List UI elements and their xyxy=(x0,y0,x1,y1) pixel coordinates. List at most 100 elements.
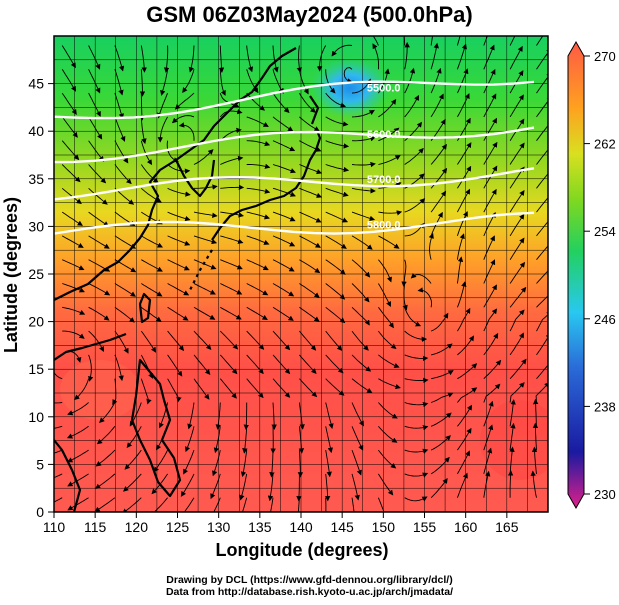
streamline xyxy=(114,140,129,164)
streamline xyxy=(535,381,548,403)
streamline xyxy=(193,283,216,295)
y-tick-label: 40 xyxy=(28,123,44,139)
streamline xyxy=(54,497,63,503)
x-tick-label: 150 xyxy=(372,519,396,535)
x-tick-label: 130 xyxy=(207,519,231,535)
streamline xyxy=(67,449,89,463)
streamline xyxy=(140,330,157,353)
streamline xyxy=(377,497,385,512)
streamline xyxy=(112,378,118,406)
streamline xyxy=(457,188,471,213)
streamline xyxy=(54,425,63,429)
y-axis-label: Latitude (degrees) xyxy=(1,197,21,353)
streamline xyxy=(483,308,498,332)
x-tick-label: 135 xyxy=(248,519,272,535)
streamline xyxy=(509,45,523,70)
streamline xyxy=(194,184,218,190)
streamline xyxy=(351,136,376,142)
colorbar-ticks: 270 262 254 246 238 230 xyxy=(584,49,616,502)
streamline xyxy=(141,283,163,297)
streamline xyxy=(88,69,101,94)
streamline xyxy=(457,165,472,189)
streamline xyxy=(483,447,493,475)
colorbar-bar xyxy=(567,40,585,510)
streamline xyxy=(210,473,221,500)
streamline xyxy=(378,98,397,118)
x-tick-label: 160 xyxy=(454,519,478,535)
streamline xyxy=(193,306,216,320)
streamline xyxy=(430,477,448,499)
streamline xyxy=(325,235,347,249)
streamline xyxy=(88,140,105,162)
streamline xyxy=(404,330,428,342)
streamline xyxy=(246,116,269,127)
streamline xyxy=(299,187,323,198)
streamline xyxy=(141,306,162,322)
streamline xyxy=(378,283,391,308)
streamline xyxy=(430,190,447,213)
streamline xyxy=(378,235,400,249)
streamline xyxy=(272,330,291,351)
streamline xyxy=(509,213,525,237)
streamline xyxy=(417,287,433,308)
streamline xyxy=(183,449,195,475)
streamline xyxy=(351,449,362,476)
streamline xyxy=(456,472,468,498)
y-tick-label: 5 xyxy=(36,456,44,472)
streamline xyxy=(372,43,380,70)
streamline xyxy=(167,378,182,403)
streamline xyxy=(509,142,525,165)
streamline xyxy=(54,473,63,479)
streamline xyxy=(483,359,502,380)
streamline xyxy=(536,295,548,308)
streamline xyxy=(351,330,369,351)
streamline xyxy=(220,184,245,191)
streamline xyxy=(61,211,83,226)
streamline xyxy=(430,167,448,189)
streamline xyxy=(298,69,309,95)
streamline xyxy=(193,149,214,165)
streamline xyxy=(272,187,296,197)
y-tick-label: 10 xyxy=(28,409,44,425)
streamline xyxy=(536,47,548,70)
streamline xyxy=(67,402,89,416)
streamline xyxy=(509,332,524,356)
height-contour-labels: 5500.0 5600.0 5700.0 5800.0 xyxy=(367,82,401,231)
y-tick-label: 35 xyxy=(28,171,44,187)
streamline xyxy=(88,211,110,227)
streamline xyxy=(351,497,355,512)
streamline xyxy=(96,426,116,445)
streamline xyxy=(174,92,195,110)
streamline xyxy=(156,426,169,451)
streamline xyxy=(88,116,103,140)
streamline xyxy=(536,144,548,165)
streamline xyxy=(351,235,373,250)
streamline xyxy=(428,232,434,260)
streamline xyxy=(351,187,376,194)
y-tick-label: 0 xyxy=(36,504,44,520)
streamline xyxy=(126,426,142,449)
streamline xyxy=(536,36,544,46)
streamline xyxy=(193,211,218,218)
streamline xyxy=(483,383,501,403)
streamline xyxy=(509,286,527,308)
streamline xyxy=(430,67,442,94)
streamline xyxy=(182,69,195,94)
streamline xyxy=(430,93,444,118)
streamline xyxy=(140,45,147,73)
height-contour-line xyxy=(54,211,535,235)
streamline xyxy=(193,235,218,245)
x-tick-label: 120 xyxy=(125,519,149,535)
streamline xyxy=(246,330,265,350)
streamline xyxy=(351,283,370,303)
streamline xyxy=(219,378,237,399)
streamline xyxy=(88,45,101,70)
streamline xyxy=(270,497,274,512)
streamline xyxy=(325,187,349,197)
streamline xyxy=(246,378,264,399)
streamline xyxy=(140,116,147,145)
streamline xyxy=(509,446,515,474)
streamline xyxy=(378,307,394,329)
streamline xyxy=(88,330,104,353)
streamline xyxy=(74,378,90,400)
